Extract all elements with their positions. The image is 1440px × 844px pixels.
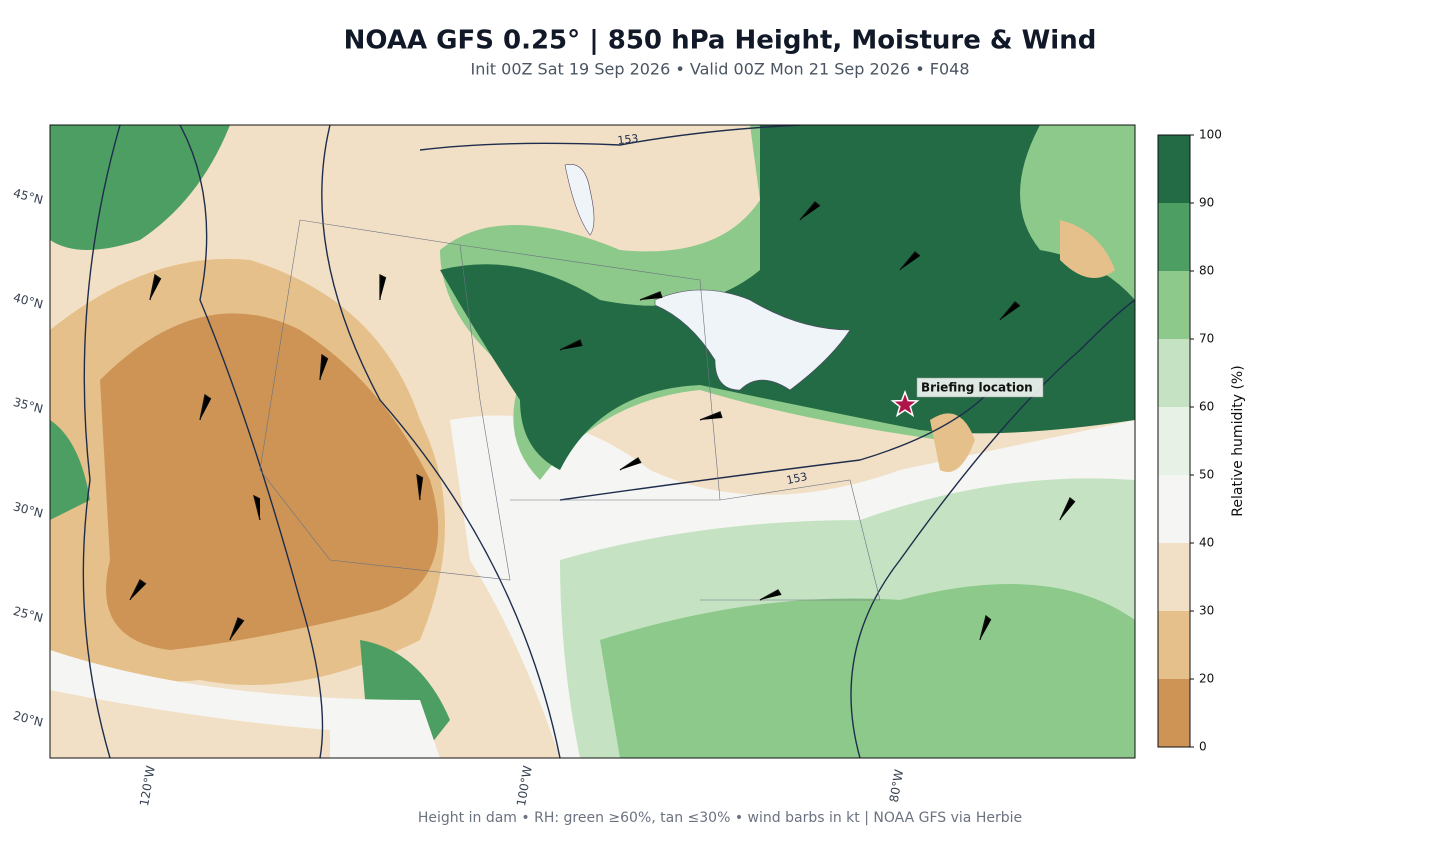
- colorbar-label: Relative humidity (%): [1230, 365, 1246, 516]
- colorbar-segment: [1158, 135, 1190, 203]
- map-frame: [49, 124, 1136, 759]
- colorbar-tick-label: 100: [1199, 128, 1222, 142]
- lon-label: 120°W: [137, 764, 158, 807]
- colorbar-tick-label: 80: [1199, 264, 1214, 278]
- colorbar-tick-label: 90: [1199, 196, 1214, 210]
- colorbar-tick-label: 30: [1199, 604, 1214, 618]
- title: NOAA GFS 0.25° | 850 hPa Height, Moistur…: [344, 26, 1097, 56]
- colorbar-segment: [1158, 475, 1190, 543]
- footer: Height in dam • RH: green ≥60%, tan ≤30%…: [418, 810, 1022, 826]
- annotation: Briefing location: [921, 381, 1033, 395]
- colorbar-segment: [1158, 611, 1190, 679]
- colorbar-tick-label: 70: [1199, 332, 1214, 346]
- colorbar-segment: [1158, 407, 1190, 475]
- lat-label: 20°N: [12, 708, 45, 729]
- colorbar-frame: [1157, 134, 1191, 748]
- lon-label: 100°W: [514, 764, 535, 807]
- map: 153 153 Briefing location: [50, 125, 1135, 758]
- lat-label: 45°N: [12, 186, 45, 207]
- lat-label: 25°N: [12, 604, 45, 625]
- colorbar-tick-label: 20: [1199, 672, 1214, 686]
- colorbar-tick-label: 50: [1199, 468, 1214, 482]
- annotation-box: [916, 377, 1044, 398]
- contour-label: 153: [785, 470, 808, 487]
- colorbar-segment: [1158, 679, 1190, 747]
- colorbar-segment: [1158, 203, 1190, 271]
- subtitle: Init 00Z Sat 19 Sep 2026 • Valid 00Z Mon…: [470, 60, 969, 79]
- colorbar-segment: [1158, 543, 1190, 611]
- lon-label: 80°W: [887, 768, 907, 803]
- contour-label: 153: [617, 132, 639, 147]
- wind-barbs: [129, 201, 1076, 641]
- lat-label: 35°N: [12, 395, 45, 416]
- colorbar-tick-label: 0: [1199, 740, 1207, 754]
- colorbar-segment: [1158, 339, 1190, 407]
- lat-label: 30°N: [12, 499, 45, 520]
- colorbar-segment: [1158, 271, 1190, 339]
- colorbar-tick-label: 40: [1199, 536, 1214, 550]
- lat-label: 40°N: [12, 290, 45, 311]
- briefing-star: [890, 389, 920, 418]
- colorbar-tick-label: 60: [1199, 400, 1214, 414]
